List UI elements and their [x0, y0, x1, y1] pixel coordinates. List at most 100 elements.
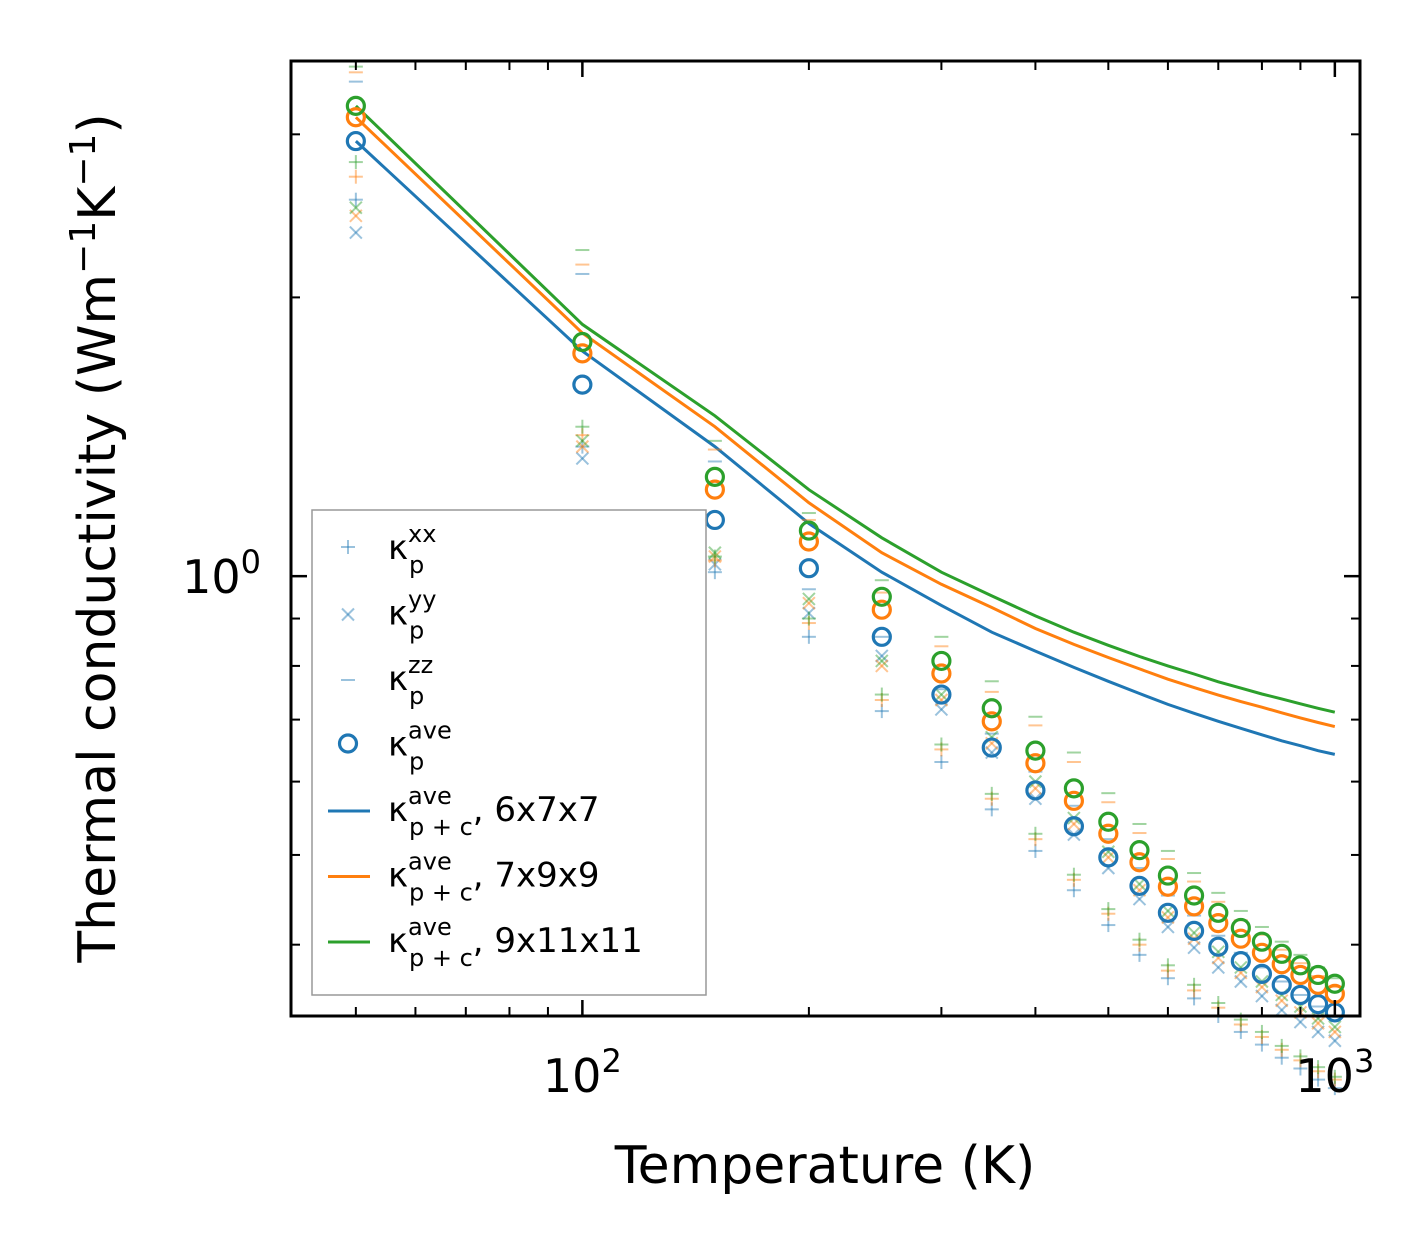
kp-ave-point-s2-150 [704, 479, 725, 500]
series-line-3 [354, 104, 1336, 714]
kp-xx-point-s1-350 [984, 802, 999, 817]
kp-ave-point-s3-900 [1290, 955, 1311, 976]
kp-ave-point-s2-200 [798, 531, 819, 552]
legend-label: κave p + c, 6x7x7 [388, 782, 600, 841]
y-axis-label-close: ) [68, 113, 128, 133]
kp-yy-point-s1-800 [1255, 989, 1269, 1003]
kp-ave-point-s2-800 [1251, 942, 1273, 963]
legend-label: κxx p [388, 520, 436, 579]
series-line-2 [354, 116, 1336, 729]
kp-yy-point-s2-500 [1101, 850, 1116, 865]
kp-ave-point-s1-850 [1271, 974, 1292, 995]
kp-yy-point-s3-950 [1311, 1011, 1325, 1026]
kp-ave-point-s3-450 [1063, 778, 1084, 799]
kp-xx-point-s2-250 [874, 692, 889, 707]
kp-xx-point-s3-650 [1187, 977, 1202, 992]
x-axis-label: Temperature (K) [614, 1136, 1036, 1196]
kp-ave-point-s3-500 [1098, 811, 1119, 832]
kp-ave-point-s2-350 [981, 711, 1002, 732]
kp-xx-point-s3-900 [1293, 1049, 1308, 1064]
kp-ave-point-s3-550 [1129, 840, 1150, 861]
kp-ave-point-s1-250 [871, 626, 892, 647]
kp-ave-point-s2-450 [1063, 790, 1084, 811]
kp-yy-point-s3-300 [934, 687, 949, 702]
kp-xx-point-s3-350 [984, 786, 999, 801]
kp-ave-point-s1-50 [345, 130, 366, 152]
kp-ave-point-s2-700 [1208, 913, 1229, 934]
y-axis-label-k: K [68, 185, 128, 221]
kp-ave-point-s3-850 [1271, 943, 1292, 964]
kp-xx-point-s2-150 [707, 553, 722, 568]
kp-xx-point-s3-950 [1311, 1060, 1326, 1075]
kp-yy-point-s1-850 [1275, 1003, 1289, 1017]
kp-ave-point-s1-100 [572, 374, 593, 395]
kp-ave-point-s3-150 [704, 466, 725, 487]
kp-ave-point-s3-650 [1183, 885, 1205, 906]
kp-yy-point-s2-150 [708, 549, 722, 564]
kp-ave-point-s3-700 [1208, 902, 1229, 923]
kp-xx-point-s3-550 [1132, 932, 1147, 947]
kp-xx-point-s1-550 [1132, 947, 1147, 962]
kp-xx-point-s2-850 [1274, 1042, 1289, 1057]
kp-xx-point-s2-50 [348, 169, 363, 184]
kp-xx-point-s3-800 [1254, 1024, 1269, 1039]
kp-ave-point-s3-600 [1157, 865, 1179, 886]
kp-ave-point-s1-700 [1208, 936, 1229, 957]
kp-xx-point-s2-300 [934, 742, 949, 757]
kp-yy-point-s1-300 [934, 702, 949, 717]
legend-label: κave p [388, 717, 452, 776]
kp-ave-point-s1-450 [1063, 816, 1084, 837]
kp-xx-point-s3-400 [1028, 826, 1043, 841]
kp-ave-point-s1-200 [798, 558, 819, 579]
kp-ave-point-s1-550 [1129, 875, 1150, 896]
kp-ave-point-s2-50 [345, 107, 366, 128]
legend-label: κyy p [388, 586, 436, 645]
kp-ave-point-s2-400 [1025, 753, 1046, 774]
kp-yy-point-s2-50 [349, 209, 363, 223]
kp-yy-point-s3-100 [575, 434, 590, 448]
kp-yy-point-s2-950 [1311, 1016, 1325, 1030]
kp-xx-point-s1-500 [1101, 918, 1116, 933]
tick-labels: 102 103 100 [182, 543, 1374, 1103]
kp-ave-point-s3-100 [572, 331, 593, 353]
markers-layer [345, 65, 1345, 1096]
kp-xx-point-s1-150 [707, 565, 722, 580]
kp-xx-point-s3-50 [348, 155, 363, 170]
kp-ave-point-s3-1000 [1324, 973, 1345, 994]
kp-xx-point-s3-200 [801, 611, 816, 626]
kp-yy-point-s1-50 [349, 225, 363, 240]
kp-ave-point-s2-750 [1230, 928, 1251, 949]
kp-ave-point-s1-400 [1025, 780, 1046, 801]
kp-xx-point-s2-550 [1132, 937, 1147, 952]
kp-xx-point-s1-1000 [1327, 1081, 1342, 1096]
legend: κxx p κyy p κzz p κave p κave p + c, 6x7x7 κave p +… [311, 509, 707, 996]
kp-yy-point-s1-1000 [1328, 1034, 1342, 1048]
kp-xx-point-s1-850 [1274, 1050, 1289, 1065]
kp-xx-point-s1-800 [1254, 1037, 1269, 1052]
kp-xx-point-s1-650 [1187, 991, 1202, 1006]
kp-xx-point-s2-800 [1254, 1029, 1269, 1044]
kp-yy-point-s1-150 [708, 557, 722, 571]
kp-xx-point-s2-100 [575, 428, 590, 443]
kp-yy-point-s1-900 [1293, 1015, 1308, 1029]
kp-xx-point-s2-950 [1311, 1064, 1326, 1079]
kp-yy-point-s2-250 [875, 659, 889, 673]
kp-xx-point-s2-500 [1101, 906, 1116, 921]
x-tick-label-1: 102 [543, 1042, 622, 1103]
kp-yy-point-s1-950 [1311, 1025, 1325, 1039]
kp-ave-point-s3-350 [981, 698, 1002, 719]
kp-xx-point-s1-750 [1233, 1024, 1248, 1039]
kp-ave-point-s2-100 [572, 343, 593, 364]
y-tick-label-1: 100 [182, 543, 261, 604]
kp-yy-point-s2-100 [575, 439, 590, 454]
kp-yy-point-s3-50 [349, 200, 363, 215]
legend-entry-7: κave p + c, 9x11x11 [328, 913, 643, 972]
kp-yy-point-s2-850 [1275, 993, 1289, 1008]
y-axis-label-exp2: −1 [63, 134, 104, 187]
kp-ave-point-s2-600 [1157, 876, 1179, 897]
kp-yy-point-s2-200 [802, 596, 816, 610]
legend-plus-icon [341, 540, 355, 554]
legend-entry-5: κave p + c, 6x7x7 [328, 782, 600, 841]
kp-xx-point-s1-300 [934, 754, 949, 769]
